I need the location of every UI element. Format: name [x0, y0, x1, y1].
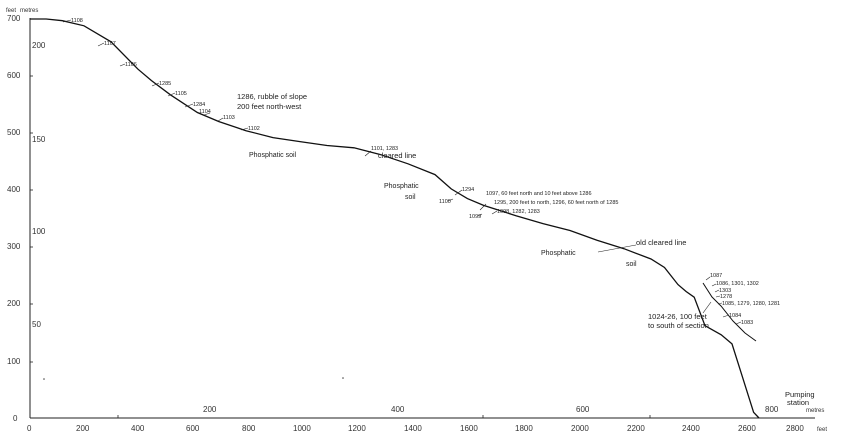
x-tick-1600: 1600 [460, 424, 478, 433]
label-1105: 1105 [175, 91, 187, 97]
sample-annotations: 1108 1107 1106 1285 1105 1284 1104 1103 … [71, 18, 815, 407]
label-1097-note: 1097, 60 feet north and 10 feet above 12… [486, 191, 592, 197]
soil-label-3-top: Phosphatic [541, 250, 576, 257]
x-tick-1200: 1200 [348, 424, 366, 433]
soil-labels: Phosphatic soil Phosphatic soil Phosphat… [249, 152, 637, 268]
x-tick-1400: 1400 [404, 424, 422, 433]
secondary-profile-branch [702, 282, 757, 342]
label-1278: 1278 [720, 294, 732, 300]
y-metres-tick-100: 100 [32, 227, 46, 236]
x-tick-400: 400 [131, 424, 145, 433]
x-tick-0: 0 [27, 424, 32, 433]
label-1295-note: 1295, 200 feet to north, 1296, 60 feet n… [494, 200, 618, 206]
rubble-note-line2: 200 feet north-west [237, 102, 302, 111]
pumping-station-line2: station [787, 398, 809, 407]
soil-label-1: Phosphatic soil [249, 152, 297, 159]
label-1102: 1102 [248, 126, 260, 132]
y-tick-500: 500 [7, 128, 21, 137]
annotation-leaders [62, 19, 742, 325]
x-tick-1000: 1000 [293, 424, 311, 433]
label-1107: 1107 [104, 41, 116, 47]
label-1086-group: 1086, 1301, 1302 [716, 281, 759, 287]
label-1098-group: 1098, 1282, 1283 [497, 209, 540, 215]
x-metres-ticks: 200 400 600 800 [203, 405, 779, 414]
y-metres-tick-150: 150 [32, 135, 46, 144]
label-1284: 1284 [193, 102, 205, 108]
x-metres-tick-600: 600 [576, 405, 590, 414]
label-1024-line2: to south of section [648, 321, 709, 330]
rubble-note-line1: 1286, rubble of slope [237, 92, 307, 101]
label-1294: 1294 [462, 187, 474, 193]
x-feet-ticks: 0 200 400 600 800 1000 1200 1400 1600 18… [27, 424, 804, 433]
label-1303: 1303 [719, 288, 731, 294]
pumping-station-line1: Pumping [785, 390, 815, 399]
x-tick-2000: 2000 [571, 424, 589, 433]
stray-marks [43, 377, 344, 380]
label-1104: 1104 [199, 109, 211, 115]
label-1024-line1: 1024-26, 100 feet [648, 312, 708, 321]
y-metres-ticks: 200 150 100 50 [32, 41, 46, 329]
y-metres-tick-50: 50 [32, 320, 41, 329]
axis-tick-marks [30, 75, 651, 418]
y-tick-400: 400 [7, 185, 21, 194]
soil-label-2-bottom: soil [405, 194, 416, 201]
label-1085-group: 1085, 1279, 1280, 1281 [722, 301, 780, 307]
x-metres-unit-label: metres [806, 408, 824, 414]
y-metres-unit-label: metres [20, 8, 38, 14]
label-1101-1283: 1101, 1283 [371, 146, 398, 152]
x-metres-tick-800: 800 [765, 405, 779, 414]
y-tick-0: 0 [13, 414, 18, 423]
label-1285: 1285 [159, 81, 171, 87]
x-metres-tick-200: 200 [203, 405, 217, 414]
label-1106: 1106 [125, 62, 137, 68]
soil-label-2-top: Phosphatic [384, 183, 419, 190]
soil-label-3-bottom: soil [626, 261, 637, 268]
ground-profile-line [30, 18, 760, 419]
y-tick-600: 600 [7, 71, 21, 80]
x-tick-2200: 2200 [627, 424, 645, 433]
y-tick-300: 300 [7, 242, 21, 251]
x-tick-800: 800 [242, 424, 256, 433]
x-feet-unit-label: feet [817, 427, 827, 433]
x-tick-2400: 2400 [682, 424, 700, 433]
x-tick-2800: 2800 [786, 424, 804, 433]
y-tick-100: 100 [7, 357, 21, 366]
y-feet-unit-label: feet [6, 8, 16, 14]
label-1103: 1103 [223, 115, 235, 121]
label-1099: 1099 [469, 214, 481, 220]
y-feet-ticks: 700 600 500 400 300 200 100 0 [7, 14, 21, 423]
x-tick-1800: 1800 [515, 424, 533, 433]
label-1084: 1084 [729, 313, 741, 319]
label-cleared-line: cleared line [378, 151, 416, 160]
label-1108: 1108 [71, 18, 83, 24]
label-1083: 1083 [741, 320, 753, 326]
y-tick-200: 200 [7, 299, 21, 308]
x-metres-tick-400: 400 [391, 405, 405, 414]
y-metres-tick-200: 200 [32, 41, 46, 50]
x-tick-2600: 2600 [738, 424, 756, 433]
x-tick-200: 200 [76, 424, 90, 433]
label-old-cleared-line: old cleared line [636, 238, 686, 247]
x-tick-600: 600 [186, 424, 200, 433]
label-1087: 1087 [710, 273, 722, 279]
y-tick-700: 700 [7, 14, 21, 23]
label-1100: 1100 [439, 199, 451, 205]
